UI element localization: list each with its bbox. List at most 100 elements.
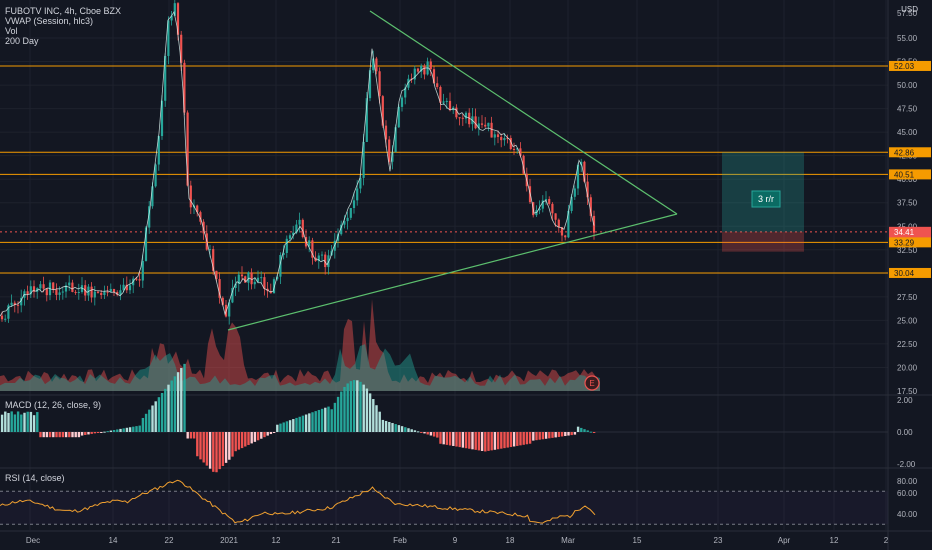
candle-body[interactable] bbox=[276, 276, 279, 280]
candle-body[interactable] bbox=[100, 292, 103, 296]
candle-body[interactable] bbox=[589, 197, 592, 216]
candle-body[interactable] bbox=[167, 20, 170, 56]
candle-body[interactable] bbox=[279, 254, 282, 277]
candle-body[interactable] bbox=[439, 86, 442, 103]
candle-body[interactable] bbox=[301, 219, 304, 238]
candle-body[interactable] bbox=[320, 254, 324, 256]
candle-body[interactable] bbox=[487, 122, 490, 127]
candle-body[interactable] bbox=[576, 164, 580, 189]
candle-body[interactable] bbox=[548, 199, 551, 204]
candle-body[interactable] bbox=[183, 62, 186, 113]
candle-body[interactable] bbox=[68, 282, 71, 286]
indicator-vwap[interactable]: VWAP (Session, hlc3) bbox=[5, 16, 94, 26]
candle-body[interactable] bbox=[493, 134, 496, 138]
candle-body[interactable] bbox=[368, 70, 372, 99]
candle-body[interactable] bbox=[343, 221, 346, 225]
candle-body[interactable] bbox=[420, 65, 423, 72]
candle-body[interactable] bbox=[484, 124, 487, 127]
price-level-badge[interactable] bbox=[889, 147, 931, 158]
candle-body[interactable] bbox=[93, 291, 96, 298]
candle-body[interactable] bbox=[170, 15, 173, 21]
candle-body[interactable] bbox=[352, 200, 356, 209]
candle-body[interactable] bbox=[413, 68, 416, 80]
candle-body[interactable] bbox=[583, 161, 586, 182]
candle-body[interactable] bbox=[218, 279, 221, 298]
candle-body[interactable] bbox=[442, 101, 445, 103]
candle-body[interactable] bbox=[119, 290, 122, 295]
candle-body[interactable] bbox=[109, 288, 112, 292]
candle-body[interactable] bbox=[519, 148, 522, 156]
candle-body[interactable] bbox=[199, 212, 202, 222]
candle-body[interactable] bbox=[461, 117, 464, 119]
candle-body[interactable] bbox=[0, 315, 4, 320]
candle-body[interactable] bbox=[186, 112, 189, 186]
candle-body[interactable] bbox=[135, 278, 138, 280]
candle-body[interactable] bbox=[292, 232, 295, 236]
price-level-badge[interactable] bbox=[889, 169, 931, 180]
candle-body[interactable] bbox=[391, 152, 394, 162]
candle-body[interactable] bbox=[359, 177, 362, 189]
candle-body[interactable] bbox=[103, 291, 106, 296]
candle-body[interactable] bbox=[160, 100, 164, 137]
candle-body[interactable] bbox=[71, 282, 74, 292]
candle-body[interactable] bbox=[311, 240, 314, 258]
candle-body[interactable] bbox=[295, 224, 298, 233]
candle-body[interactable] bbox=[564, 235, 567, 238]
rsi-legend[interactable]: RSI (14, close) bbox=[5, 473, 65, 483]
candle-body[interactable] bbox=[506, 138, 509, 140]
candle-body[interactable] bbox=[122, 284, 125, 291]
candle-body[interactable] bbox=[477, 123, 480, 129]
candle-body[interactable] bbox=[372, 58, 375, 71]
candle-body[interactable] bbox=[458, 117, 461, 119]
candle-body[interactable] bbox=[16, 304, 20, 306]
candle-body[interactable] bbox=[356, 188, 359, 201]
candle-body[interactable] bbox=[256, 277, 260, 282]
candle-body[interactable] bbox=[4, 318, 7, 320]
candle-body[interactable] bbox=[260, 277, 263, 279]
candle-body[interactable] bbox=[308, 240, 311, 247]
candle-body[interactable] bbox=[228, 302, 231, 317]
candle-body[interactable] bbox=[541, 200, 544, 209]
candle-body[interactable] bbox=[285, 238, 288, 253]
candle-body[interactable] bbox=[138, 279, 141, 281]
indicator-200day[interactable]: 200 Day bbox=[5, 36, 39, 46]
candle-body[interactable] bbox=[436, 83, 439, 87]
candle-body[interactable] bbox=[580, 161, 583, 165]
candle-body[interactable] bbox=[570, 196, 573, 211]
candle-body[interactable] bbox=[340, 224, 343, 235]
candle-body[interactable] bbox=[55, 289, 58, 295]
price-level-badge[interactable] bbox=[889, 267, 931, 278]
candle-body[interactable] bbox=[397, 106, 400, 128]
candle-body[interactable] bbox=[317, 255, 320, 262]
candle-body[interactable] bbox=[74, 291, 77, 293]
candle-body[interactable] bbox=[407, 78, 410, 88]
candle-body[interactable] bbox=[557, 219, 560, 228]
candle-body[interactable] bbox=[522, 155, 525, 174]
candle-body[interactable] bbox=[516, 148, 519, 150]
macd-legend[interactable]: MACD (12, 26, close, 9) bbox=[5, 400, 102, 410]
candle-body[interactable] bbox=[496, 134, 500, 138]
candle-body[interactable] bbox=[128, 285, 132, 291]
candle-body[interactable] bbox=[32, 286, 36, 292]
candle-body[interactable] bbox=[253, 281, 256, 285]
candle-body[interactable] bbox=[164, 55, 167, 101]
candle-body[interactable] bbox=[247, 272, 250, 283]
candle-body[interactable] bbox=[509, 138, 512, 149]
price-level-badge[interactable] bbox=[889, 237, 931, 248]
candle-body[interactable] bbox=[26, 291, 29, 295]
candle-body[interactable] bbox=[176, 3, 180, 35]
candle-body[interactable] bbox=[250, 272, 253, 285]
candle-body[interactable] bbox=[327, 255, 330, 268]
candle-body[interactable] bbox=[173, 3, 176, 16]
candle-body[interactable] bbox=[208, 249, 212, 251]
candle-body[interactable] bbox=[378, 71, 381, 97]
candle-body[interactable] bbox=[573, 188, 576, 197]
candle-body[interactable] bbox=[269, 291, 272, 294]
symbol-legend[interactable]: FUBOTV INC, 4h, Cboe BZX VWAP (Session, … bbox=[5, 6, 121, 46]
position-stop-zone[interactable] bbox=[722, 231, 804, 252]
trendline-lower[interactable] bbox=[227, 213, 678, 331]
indicator-vol[interactable]: Vol bbox=[5, 26, 18, 36]
candle-body[interactable] bbox=[416, 68, 420, 72]
candle-body[interactable] bbox=[272, 279, 276, 294]
candle-body[interactable] bbox=[551, 203, 554, 214]
